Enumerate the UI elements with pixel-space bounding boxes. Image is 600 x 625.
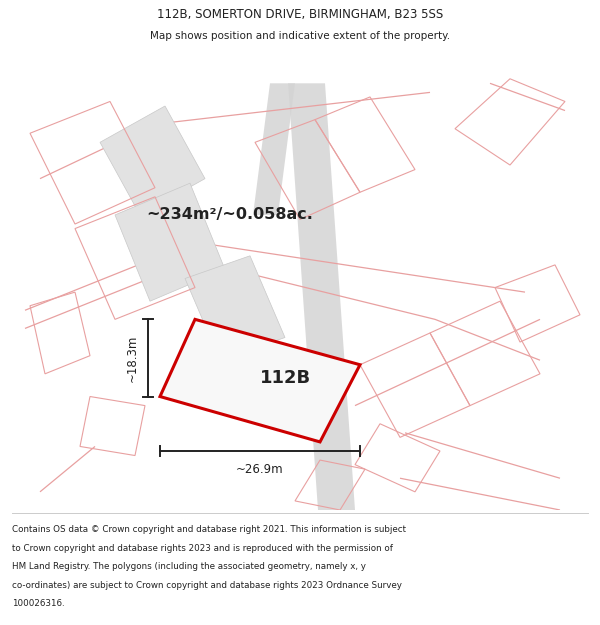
- Text: ~234m²/~0.058ac.: ~234m²/~0.058ac.: [146, 208, 313, 222]
- Text: 112B, SOMERTON DRIVE, BIRMINGHAM, B23 5SS: 112B, SOMERTON DRIVE, BIRMINGHAM, B23 5S…: [157, 9, 443, 21]
- Text: Contains OS data © Crown copyright and database right 2021. This information is : Contains OS data © Crown copyright and d…: [12, 525, 406, 534]
- Text: 100026316.: 100026316.: [12, 599, 65, 609]
- Polygon shape: [100, 106, 205, 215]
- Text: Map shows position and indicative extent of the property.: Map shows position and indicative extent…: [150, 31, 450, 41]
- Polygon shape: [115, 183, 225, 301]
- Text: HM Land Registry. The polygons (including the associated geometry, namely x, y: HM Land Registry. The polygons (includin…: [12, 562, 366, 571]
- Polygon shape: [253, 83, 295, 215]
- Text: 112B: 112B: [259, 369, 311, 388]
- Polygon shape: [160, 319, 360, 442]
- Text: ~18.3m: ~18.3m: [125, 334, 139, 382]
- Polygon shape: [185, 256, 285, 360]
- Text: to Crown copyright and database rights 2023 and is reproduced with the permissio: to Crown copyright and database rights 2…: [12, 544, 393, 552]
- Text: co-ordinates) are subject to Crown copyright and database rights 2023 Ordnance S: co-ordinates) are subject to Crown copyr…: [12, 581, 402, 590]
- Polygon shape: [288, 83, 355, 510]
- Text: ~26.9m: ~26.9m: [236, 462, 284, 476]
